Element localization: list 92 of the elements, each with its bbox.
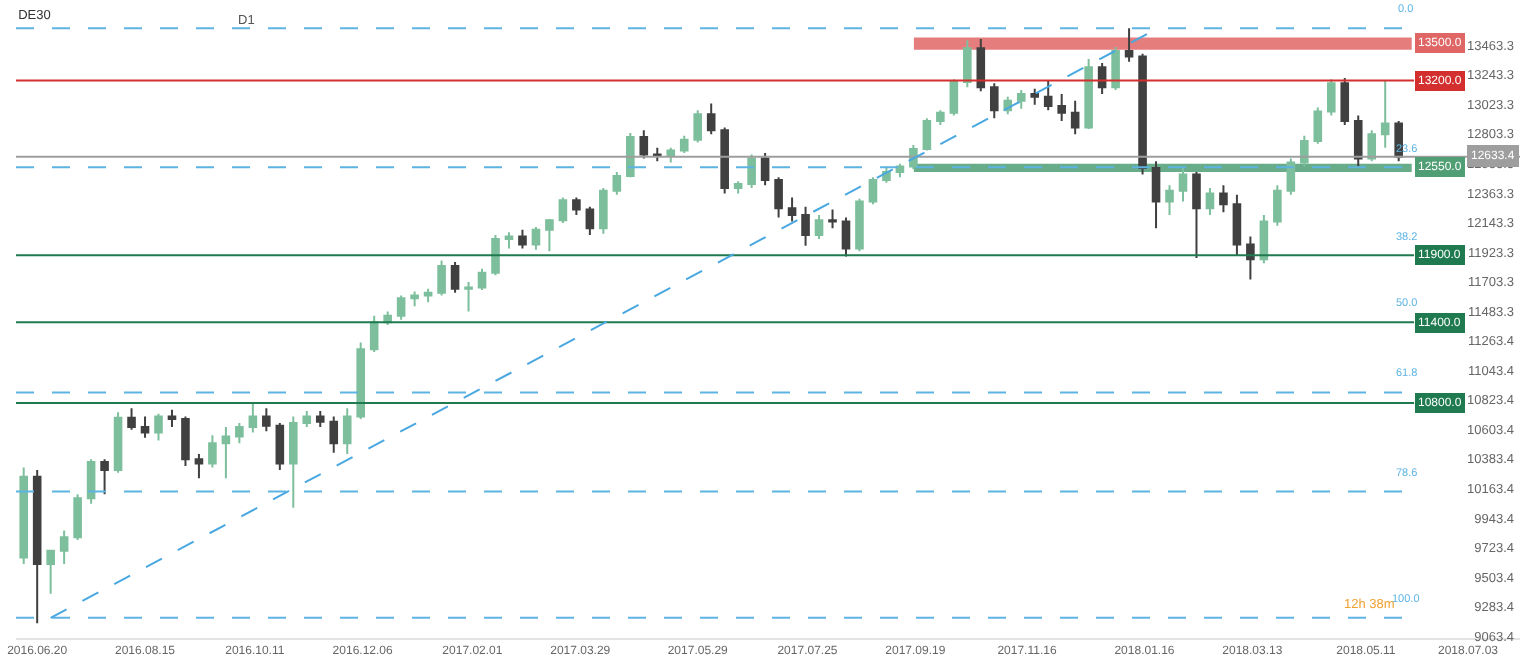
candlestick [19, 466, 28, 566]
candlestick [1043, 79, 1053, 112]
candlestick [855, 197, 864, 253]
candlestick [208, 434, 217, 469]
candlestick [1313, 106, 1323, 145]
candlestick [342, 407, 352, 455]
candlestick [1219, 184, 1228, 214]
candlestick [329, 415, 339, 454]
candlestick [936, 109, 945, 126]
candlestick [1380, 79, 1390, 149]
candlestick [841, 216, 851, 258]
candlestick [423, 287, 433, 304]
candlestick [693, 109, 703, 144]
candlestick [1367, 129, 1377, 163]
candlestick [747, 153, 756, 190]
candlestick [1030, 87, 1040, 106]
candlestick [558, 196, 568, 224]
candlestick [1192, 170, 1201, 259]
candlestick [181, 415, 190, 468]
candlestick [1165, 184, 1174, 216]
candlestick [127, 407, 136, 431]
candlestick [1016, 89, 1026, 110]
candlestick [221, 426, 231, 480]
candlestick [1205, 187, 1215, 216]
candlestick [666, 146, 676, 164]
candlestick [531, 226, 541, 251]
candlestick [356, 341, 365, 421]
candlestick [100, 458, 109, 496]
candlestick [733, 180, 743, 195]
candlestick [1178, 165, 1188, 203]
candlestick [167, 408, 177, 429]
candlestick [46, 549, 55, 595]
candlestick [1124, 27, 1134, 63]
candlestick [504, 231, 514, 250]
candlestick [1151, 160, 1161, 230]
candlestick [73, 493, 82, 541]
candlestick [1273, 184, 1282, 227]
candlestick [410, 290, 419, 308]
candlestick [32, 469, 42, 625]
candlestick [248, 401, 258, 434]
candlestick [450, 260, 460, 294]
candlestick [989, 82, 999, 120]
candlestick [1340, 76, 1350, 126]
candlestick [1111, 46, 1120, 91]
candlestick [545, 217, 554, 253]
candlestick [235, 422, 244, 445]
candlestick [302, 410, 312, 429]
candlestick [706, 102, 716, 136]
candlestick [626, 131, 635, 179]
candlestick [437, 259, 446, 297]
candlestick [1070, 99, 1080, 136]
candlestick [652, 146, 662, 163]
candlestick [140, 415, 150, 439]
candlestick [194, 452, 204, 480]
candlestick [1326, 78, 1336, 117]
candlestick [518, 228, 527, 250]
candlestick [1353, 114, 1363, 168]
candlestick [1300, 134, 1309, 168]
candlestick [491, 234, 500, 277]
candlestick [963, 39, 972, 89]
candlestick [868, 176, 878, 206]
candlestick [1057, 93, 1066, 122]
candlestick [612, 170, 622, 196]
candlestick [289, 415, 298, 509]
candlestick [315, 410, 325, 429]
candlestick [1232, 193, 1242, 257]
candlestick [599, 187, 608, 235]
candlestick [1246, 235, 1255, 281]
candlestick [464, 281, 473, 313]
candlestick [720, 126, 729, 195]
candlestick [275, 422, 285, 472]
candlestick [922, 117, 932, 152]
candlestick [639, 129, 649, 160]
candlestick [59, 529, 69, 566]
candlestick [976, 37, 986, 93]
candlestick [1138, 52, 1147, 176]
candlestick [828, 208, 837, 230]
candlestick [760, 152, 770, 187]
candlestick [477, 267, 487, 292]
candlestick [154, 412, 163, 442]
candlestick [814, 213, 824, 241]
candlestick [113, 411, 123, 474]
candlestick [396, 294, 406, 321]
candlestick [572, 196, 581, 216]
candlestick [262, 407, 271, 433]
candlestick [774, 176, 783, 219]
candlestick [949, 78, 959, 117]
candlestick [787, 196, 797, 223]
candlestick [801, 205, 810, 247]
candlestick [679, 134, 689, 155]
candlestick [585, 205, 595, 237]
candlestick [1084, 58, 1093, 130]
